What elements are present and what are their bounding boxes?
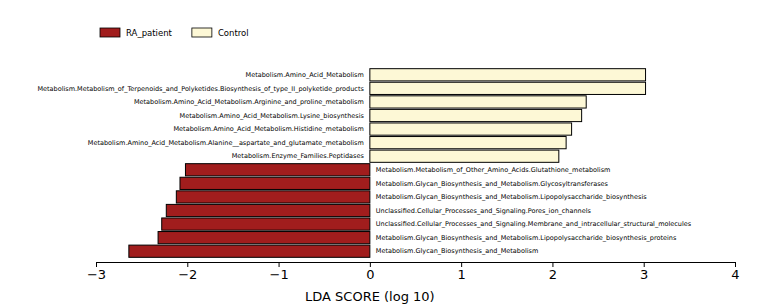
bar xyxy=(176,191,370,203)
legend-label: RA_patient xyxy=(126,28,173,38)
tick: 4 xyxy=(731,262,739,282)
bar xyxy=(370,109,582,121)
bar xyxy=(370,123,572,135)
category-label: Metabolism.Glycan_Biosynthesis_and_Metab… xyxy=(376,180,609,188)
tick-label: 4 xyxy=(731,267,739,282)
tick-label: −2 xyxy=(178,267,197,282)
category-label: Metabolism.Amino_Acid_Metabolism.Arginin… xyxy=(134,98,364,106)
bar xyxy=(158,232,370,244)
category-label: Metabolism.Metabolism_of_Other_Amino_Aci… xyxy=(376,166,611,174)
bar xyxy=(166,204,370,216)
bar xyxy=(370,82,646,94)
tick-label: 2 xyxy=(549,267,557,282)
tick-label: 0 xyxy=(366,267,374,282)
category-label: Metabolism.Amino_Acid_Metabolism xyxy=(246,71,364,79)
bar xyxy=(370,96,586,108)
category-label: Metabolism.Glycan_Biosynthesis_and_Metab… xyxy=(376,193,647,201)
tick: 0 xyxy=(366,262,374,282)
tick-label: −1 xyxy=(269,267,288,282)
category-label: Metabolism.Metabolism_of_Terpenoids_and_… xyxy=(37,85,364,93)
bar xyxy=(185,164,369,176)
bar xyxy=(180,177,370,189)
x-axis: −3 −2 −1 0 1 2 3 4 xyxy=(87,262,740,282)
tick: −2 xyxy=(178,262,197,282)
bars xyxy=(129,69,646,258)
bar xyxy=(162,218,370,230)
tick-label: −3 xyxy=(87,267,106,282)
tick: 2 xyxy=(549,262,557,282)
legend-label: Control xyxy=(218,28,249,38)
legend-swatch xyxy=(100,28,120,37)
bar xyxy=(370,150,559,162)
category-label: Metabolism.Glycan_Biosynthesis_and_Metab… xyxy=(376,234,677,242)
tick: 1 xyxy=(458,262,466,282)
legend-swatch xyxy=(192,28,212,37)
chart: Metabolism.Metabolism_of_Other_Amino_Aci… xyxy=(0,0,779,307)
tick: 3 xyxy=(640,262,648,282)
category-label: Unclassified.Cellular_Processes_and_Sign… xyxy=(376,207,592,215)
bar xyxy=(129,245,370,257)
category-labels: Metabolism.Metabolism_of_Other_Amino_Aci… xyxy=(37,71,691,255)
category-label: Metabolism.Amino_Acid_Metabolism.Alanine… xyxy=(88,139,364,147)
tick: −1 xyxy=(269,262,288,282)
bar xyxy=(370,137,566,149)
tick-label: 1 xyxy=(458,267,466,282)
tick: −3 xyxy=(87,262,106,282)
category-label: Metabolism.Glycan_Biosynthesis_and_Metab… xyxy=(376,247,538,255)
category-label: Metabolism.Amino_Acid_Metabolism.Lysine_… xyxy=(180,112,365,120)
legend: RA_patient Control xyxy=(100,28,249,38)
x-axis-title: LDA SCORE (log 10) xyxy=(305,289,435,304)
category-label: Metabolism.Amino_Acid_Metabolism.Histidi… xyxy=(174,125,364,133)
category-label: Metabolism.Enzyme_Families.Peptidases xyxy=(232,152,365,160)
bar xyxy=(370,69,646,81)
tick-label: 3 xyxy=(640,267,648,282)
category-label: Unclassified.Cellular_Processes_and_Sign… xyxy=(376,220,692,228)
